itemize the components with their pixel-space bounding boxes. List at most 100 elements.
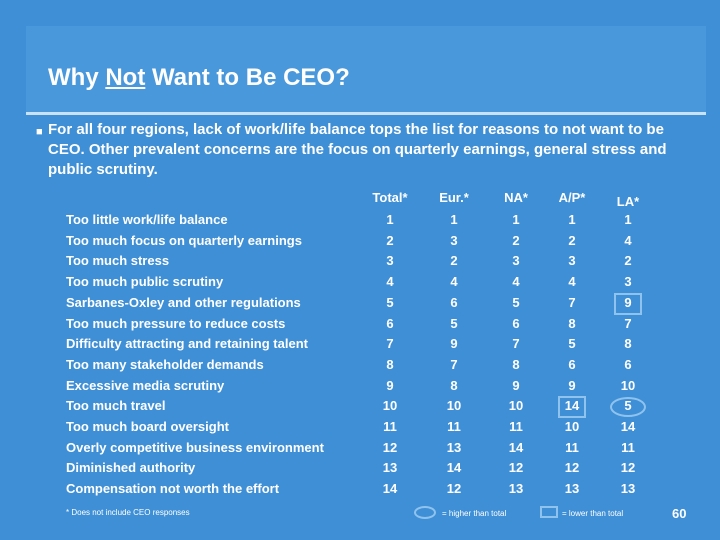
- rank-cell: 8: [568, 315, 576, 331]
- rank-cell: 4: [512, 274, 520, 290]
- table-row: Compensation not worth the effort 14 12 13 1…: [66, 481, 666, 501]
- rank-cell: 10: [508, 398, 524, 414]
- square-icon: [540, 506, 558, 518]
- rank-cell: 7: [450, 356, 458, 372]
- rank-cell: 13: [382, 460, 398, 476]
- rank-cell: 4: [624, 232, 632, 248]
- rank-cell: 12: [564, 460, 580, 476]
- table-row: Too much stress 3 2 3 3 2: [66, 253, 666, 273]
- rank-cell: 6: [512, 315, 520, 331]
- rank-cell: 4: [386, 274, 394, 290]
- table-row: Too little work/life balance 1 1 1 1 1: [66, 212, 666, 232]
- table-row: Too much focus on quarterly earnings 2 3 2 2…: [66, 233, 666, 253]
- row-label: Overly competitive business environment: [66, 439, 324, 455]
- lower-than-total-box: [558, 396, 586, 419]
- bullet-square-icon: ■: [36, 126, 43, 138]
- rank-cell: 2: [386, 232, 394, 248]
- row-label: Excessive media scrutiny: [66, 377, 225, 393]
- rank-cell: 7: [624, 315, 632, 331]
- rank-cell: 5: [450, 315, 458, 331]
- slide-title: Why Not Want to Be CEO?: [48, 64, 350, 92]
- rank-cell: 14: [564, 398, 580, 414]
- rank-cell: 8: [512, 356, 520, 372]
- row-label: Diminished authority: [66, 460, 196, 476]
- legend-lower-label: = lower than total: [562, 509, 624, 518]
- rank-cell: 5: [512, 294, 520, 310]
- rank-cell: 10: [446, 398, 462, 414]
- rank-cell: 9: [624, 294, 632, 310]
- rank-cell: 2: [450, 253, 458, 269]
- rank-cell: 9: [568, 377, 576, 393]
- rank-cell: 6: [568, 356, 576, 372]
- table-row: Too much public scrutiny 4 4 4 4 3: [66, 274, 666, 294]
- rank-cell: 1: [450, 212, 458, 227]
- column-header: NA*: [504, 190, 528, 205]
- rank-cell: 8: [624, 336, 632, 352]
- rank-cell: 9: [450, 336, 458, 352]
- rank-cell: 10: [620, 377, 636, 393]
- rank-cell: 9: [512, 377, 520, 393]
- row-label: Too much public scrutiny: [66, 274, 224, 290]
- table-row: Sarbanes-Oxley and other regulations 5 6 5 7…: [66, 295, 666, 315]
- rank-cell: 6: [624, 356, 632, 372]
- row-label: Sarbanes-Oxley and other regulations: [66, 294, 301, 310]
- rank-cell: 2: [512, 232, 520, 248]
- rank-cell: 11: [621, 439, 635, 455]
- rank-cell: 5: [568, 336, 576, 352]
- rank-cell: 8: [450, 377, 458, 393]
- higher-than-total-circle: [610, 397, 646, 418]
- rank-cell: 12: [620, 460, 636, 476]
- rank-cell: 8: [386, 356, 394, 372]
- rank-cell: 14: [620, 419, 636, 434]
- rank-cell: 12: [382, 439, 398, 455]
- rank-cell: 7: [568, 294, 576, 310]
- table-row: Excessive media scrutiny 9 8 9 9 10: [66, 378, 666, 398]
- rank-cell: 7: [512, 336, 520, 352]
- title-emphasis: Not: [105, 64, 146, 91]
- rank-cell: 6: [450, 294, 458, 310]
- rank-cell: 1: [568, 212, 576, 227]
- title-suffix: Want to Be CEO?: [145, 64, 350, 91]
- rank-cell: 10: [564, 419, 580, 434]
- rank-cell: 3: [568, 253, 576, 269]
- title-prefix: Why: [48, 64, 106, 91]
- rank-cell: 7: [386, 336, 394, 352]
- row-label: Compensation not worth the effort: [66, 481, 280, 497]
- table-row: Too much pressure to reduce costs 6 5 6 8 7: [66, 316, 666, 336]
- table-row: Difficulty attracting and retaining tale…: [66, 336, 666, 356]
- table-row: Too much board oversight 11 11 11 10 14: [66, 419, 666, 439]
- rank-cell: 3: [624, 274, 632, 290]
- rank-cell: 1: [624, 212, 632, 227]
- rank-cell: 2: [624, 253, 632, 269]
- rank-cell: 11: [509, 419, 523, 434]
- title-divider: [26, 112, 706, 115]
- rank-cell: 2: [568, 232, 576, 248]
- legend-higher-label: = higher than total: [442, 509, 507, 518]
- rank-cell: 11: [565, 439, 579, 455]
- row-label: Too much board oversight: [66, 419, 229, 434]
- rank-cell: 12: [508, 460, 524, 476]
- rank-cell: 14: [382, 481, 398, 497]
- bullet-text: For all four regions, lack of work/life …: [48, 121, 667, 178]
- row-label: Too much travel: [66, 398, 166, 414]
- page-number: 60: [672, 506, 687, 521]
- rank-cell: 1: [386, 212, 394, 227]
- rank-cell: 13: [508, 481, 524, 497]
- rank-cell: 11: [383, 419, 397, 434]
- rank-cell: 3: [450, 232, 458, 248]
- row-label: Too many stakeholder demands: [66, 356, 264, 372]
- rank-cell: 12: [446, 481, 462, 497]
- rank-cell: 14: [508, 439, 524, 455]
- table-row: Too many stakeholder demands 8 7 8 6 6: [66, 357, 666, 377]
- rank-cell: 5: [386, 294, 394, 310]
- rank-cell: 13: [446, 439, 462, 455]
- row-label: Too much stress: [66, 253, 170, 269]
- column-header: Total*: [372, 190, 408, 205]
- table-row: Overly competitive business environment 1…: [66, 440, 666, 460]
- row-label: Too little work/life balance: [66, 212, 228, 227]
- rank-cell: 4: [568, 274, 576, 290]
- bullet-point: ■ For all four regions, lack of work/lif…: [36, 120, 688, 180]
- column-header: A/P*: [558, 190, 586, 205]
- rank-cell: 6: [386, 315, 394, 331]
